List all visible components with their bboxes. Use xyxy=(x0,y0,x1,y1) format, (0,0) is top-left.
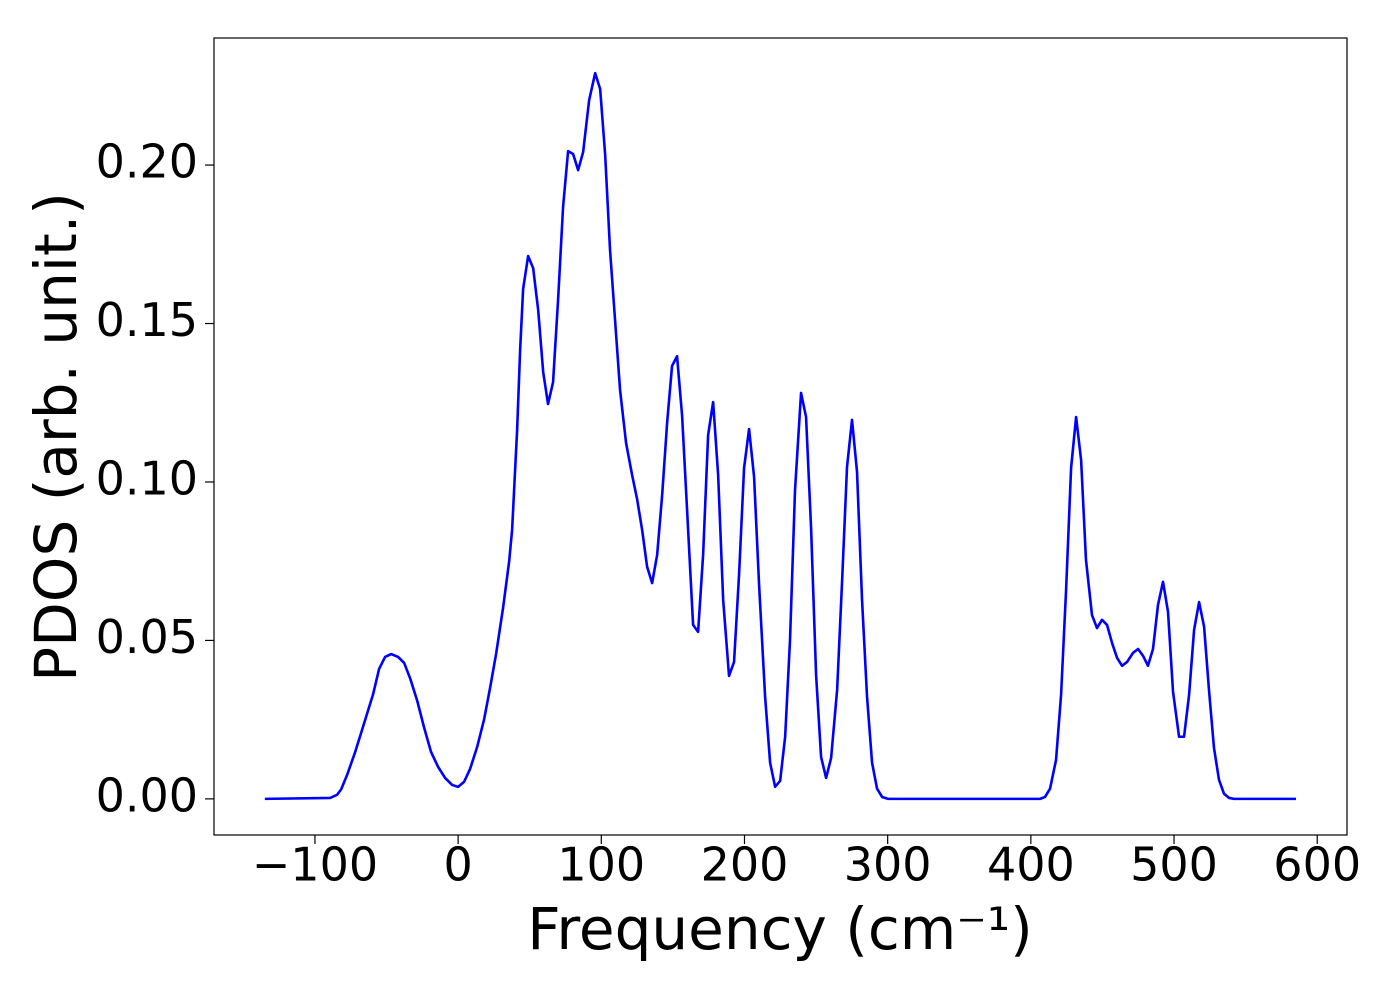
x-tick-label: −100 xyxy=(252,838,378,892)
y-tick-label: 0.20 xyxy=(96,135,198,189)
data-line xyxy=(264,71,1297,801)
y-tick-label: 0.05 xyxy=(96,610,198,664)
y-tick-label: 0.15 xyxy=(96,293,198,347)
y-tick-label: 0.00 xyxy=(96,768,198,822)
y-axis-label: PDOS (arb. unit.) xyxy=(22,192,90,682)
x-tick-label: 0 xyxy=(443,838,472,892)
x-tick-label: 100 xyxy=(557,838,645,892)
x-tick-label: 200 xyxy=(701,838,789,892)
x-tick-label: 400 xyxy=(987,838,1075,892)
plot-frame xyxy=(213,37,1348,836)
y-tick-label: 0.10 xyxy=(96,451,198,505)
x-tick-label: 600 xyxy=(1273,838,1361,892)
x-tick-label: 500 xyxy=(1130,838,1218,892)
x-axis-label: Frequency (cm⁻¹) xyxy=(527,895,1033,963)
x-tick-label: 300 xyxy=(844,838,932,892)
